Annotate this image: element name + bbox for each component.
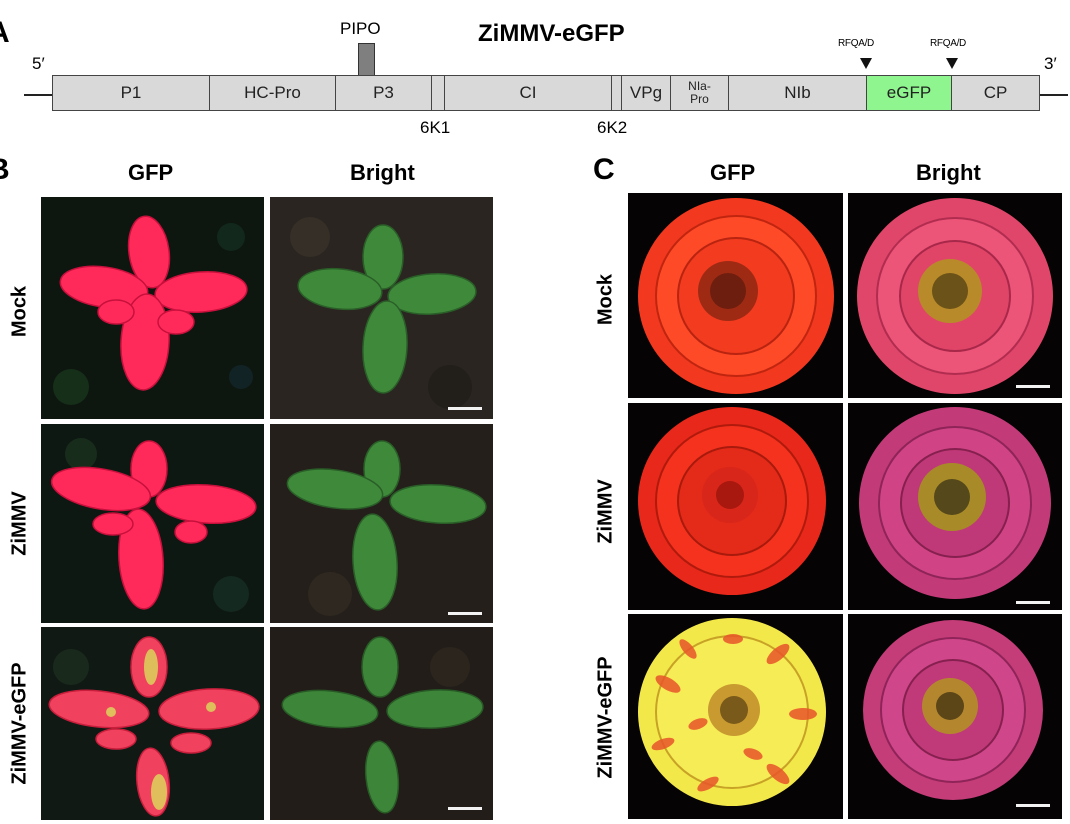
segment-6k1	[431, 75, 445, 111]
scale-bar	[1016, 385, 1050, 388]
cleavage-site-label-1: RFQA/D	[838, 38, 874, 49]
panel-b-letter: B	[0, 155, 10, 185]
segment-vpg: VPg	[621, 75, 671, 111]
segment-p1: P1	[52, 75, 210, 111]
segment-ci: CI	[444, 75, 612, 111]
segment-cp: CP	[951, 75, 1040, 111]
three-prime-label: 3′	[1044, 54, 1057, 73]
scale-bar	[448, 807, 482, 810]
nia-line-2: Pro	[690, 92, 709, 106]
scale-bar	[448, 407, 482, 410]
flower-gfp-zimmv-photo	[628, 403, 843, 610]
segment-nib: NIb	[728, 75, 867, 111]
panel-c-letter: C	[593, 153, 615, 186]
segment-p3: P3	[335, 75, 432, 111]
seedling-bright-zimmv-photo	[270, 424, 493, 623]
construct-title: ZiMMV-eGFP	[478, 20, 625, 47]
panel-b-row-egfp: ZiMMV-eGFP	[8, 662, 31, 785]
panel-b-row-zimmv: ZiMMV	[8, 491, 31, 556]
segment-egfp: eGFP	[866, 75, 952, 111]
seedling-bright-mock-photo	[270, 197, 493, 419]
panel-b-col-bright: Bright	[350, 160, 415, 185]
segment-hcpro: HC-Pro	[209, 75, 336, 111]
panel-c-col-gfp: GFP	[710, 160, 756, 185]
flower-bright-zimmv-photo	[848, 403, 1062, 610]
scale-bar	[1016, 804, 1050, 807]
pipo-marker	[358, 43, 375, 78]
panel-a-letter: A	[0, 18, 10, 48]
flower-gfp-egfp-photo	[628, 614, 843, 819]
panel-c-row-egfp: ZiMMV-eGFP	[594, 656, 617, 779]
label-6k2: 6K2	[597, 118, 628, 137]
panel-c-row-zimmv: ZiMMV	[594, 479, 617, 544]
five-prime-label: 5′	[32, 54, 45, 73]
flower-bright-egfp-photo	[848, 614, 1062, 819]
panel-b-col-gfp: GFP	[128, 160, 174, 185]
cleavage-arrow-1	[860, 58, 872, 69]
flower-gfp-mock-photo	[628, 193, 843, 398]
cleavage-site-label-2: RFQA/D	[930, 38, 966, 49]
scale-bar	[1016, 601, 1050, 604]
seedling-gfp-zimmv-photo	[41, 424, 264, 623]
genome-line-left	[24, 94, 54, 96]
cleavage-arrow-2	[946, 58, 958, 69]
genome-line-right	[1038, 94, 1068, 96]
segment-nia-pro: NIa- Pro	[670, 75, 729, 111]
nia-line-1: NIa-	[688, 79, 711, 93]
panel-c-col-bright: Bright	[916, 160, 981, 185]
panel-b-row-mock: Mock	[8, 285, 31, 338]
seedling-bright-egfp-photo	[270, 627, 493, 820]
flower-bright-mock-photo	[848, 193, 1062, 398]
seedling-gfp-mock-photo	[41, 197, 264, 419]
scale-bar	[448, 612, 482, 615]
label-6k1: 6K1	[420, 118, 451, 137]
pipo-label: PIPO	[340, 19, 381, 38]
seedling-gfp-egfp-photo	[41, 627, 264, 820]
panel-c-row-mock: Mock	[594, 273, 617, 326]
